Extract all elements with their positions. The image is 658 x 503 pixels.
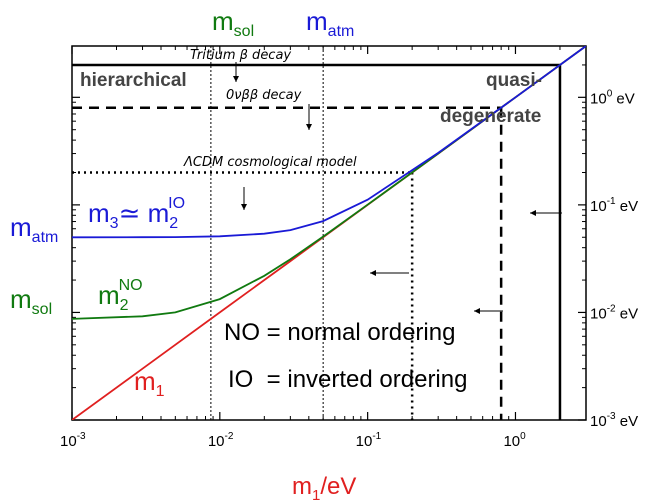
lcdm-arrow-head bbox=[241, 204, 247, 210]
curve-label-no: m2NO bbox=[98, 277, 143, 314]
lcdm-left-arrow-head bbox=[370, 270, 376, 276]
left-label-msol: msol bbox=[10, 284, 52, 318]
y-tick-label: 100 eV bbox=[590, 88, 635, 107]
x-tick-label: 10-3 bbox=[60, 431, 86, 450]
top-label-matm: matm bbox=[306, 6, 354, 40]
series-group bbox=[72, 46, 586, 420]
io-definition: IO = inverted ordering bbox=[228, 366, 467, 393]
x-tick-label: 100 bbox=[503, 431, 526, 450]
tritium-arrow-head bbox=[233, 76, 239, 82]
lcdm-label: ΛCDM cosmological model bbox=[183, 155, 357, 170]
onubb-label: 0νββ decay bbox=[226, 88, 302, 103]
y-tick-label: 10-1 eV bbox=[590, 196, 638, 215]
quasi-label: quasi- bbox=[486, 70, 542, 91]
onubb-arrow-head bbox=[306, 124, 312, 130]
left-label-matm: matm bbox=[10, 212, 58, 246]
axis-ticks: 10-3 10-2 10-1 100 100 eV 10-1 eV 10-2 eV 10-3 … bbox=[60, 45, 638, 450]
x-tick-label: 10-1 bbox=[356, 431, 382, 450]
degenerate-label: degenerate bbox=[440, 106, 541, 127]
curve-label-m1: m1 bbox=[134, 366, 165, 400]
x-axis-label: m1/eV bbox=[292, 473, 356, 503]
no-definition: NO = normal ordering bbox=[224, 319, 455, 346]
limit-arrows bbox=[233, 62, 562, 314]
reference-lines bbox=[72, 46, 562, 420]
tritium-left-arrow-head bbox=[530, 210, 536, 216]
hierarchical-label: hierarchical bbox=[80, 70, 187, 91]
x-tick-label: 10-2 bbox=[208, 431, 234, 450]
plot-frame bbox=[71, 45, 587, 421]
tritium-label: Tritium β decay bbox=[190, 48, 291, 63]
series-line-2 bbox=[72, 46, 586, 239]
y-tick-label: 10-3 eV bbox=[590, 411, 638, 430]
y-tick-label: 10-2 eV bbox=[590, 303, 638, 322]
top-label-msol: msol bbox=[212, 6, 254, 40]
onubb-left-arrow-head bbox=[474, 308, 480, 314]
curve-label-io: m3≃ m2IO bbox=[88, 195, 185, 232]
